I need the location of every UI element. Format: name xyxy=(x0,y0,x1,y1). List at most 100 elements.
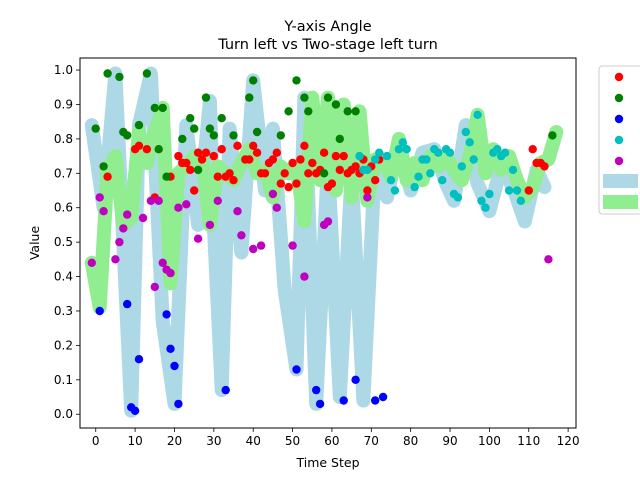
point-series1 xyxy=(300,141,309,150)
point-series4 xyxy=(469,155,478,164)
point-series4 xyxy=(398,138,407,147)
point-series5 xyxy=(272,203,281,212)
point-series4 xyxy=(445,148,455,157)
point-series1 xyxy=(209,151,218,161)
point-series3 xyxy=(95,306,104,316)
point-series2 xyxy=(115,72,124,82)
point-series2 xyxy=(252,127,262,137)
point-series4 xyxy=(473,110,482,120)
point-series1 xyxy=(134,141,144,150)
point-series3 xyxy=(221,385,230,395)
point-series1 xyxy=(276,179,285,188)
x-tick-label: 0 xyxy=(92,434,100,448)
point-series5 xyxy=(193,234,203,243)
point-series1 xyxy=(288,158,297,168)
point-series5 xyxy=(158,258,167,267)
point-series2 xyxy=(276,131,285,140)
y-tick-label: 0.1 xyxy=(54,373,73,387)
point-series2 xyxy=(154,145,163,154)
point-series4 xyxy=(422,155,431,164)
legend-marker xyxy=(614,72,624,82)
point-series2 xyxy=(205,124,215,133)
point-series5 xyxy=(115,237,124,247)
point-series1 xyxy=(249,141,258,150)
point-series5 xyxy=(123,210,132,219)
point-series1 xyxy=(363,186,372,195)
point-series1 xyxy=(217,145,226,154)
point-series1 xyxy=(142,145,152,154)
point-series3 xyxy=(166,344,175,353)
x-tick-label: 50 xyxy=(285,434,300,448)
chart-title: Y-axis Angle xyxy=(283,19,371,35)
point-series2 xyxy=(99,162,108,171)
point-series1 xyxy=(528,145,537,154)
point-series4 xyxy=(371,155,380,164)
point-series5 xyxy=(249,244,258,254)
point-series3 xyxy=(315,399,325,409)
point-series4 xyxy=(390,186,400,195)
point-series3 xyxy=(130,406,140,415)
point-series5 xyxy=(150,282,159,292)
y-tick-label: 0.4 xyxy=(54,270,73,284)
point-series3 xyxy=(162,310,171,319)
y-axis: 0.0 0.1 0.2 0.3 0.4 0.5 0.6 0.7 0.8 0.9 1.0 xyxy=(54,63,80,421)
point-series1 xyxy=(186,165,195,175)
x-tick-label: 20 xyxy=(167,434,182,448)
point-series1 xyxy=(524,186,533,195)
point-series2 xyxy=(150,103,159,113)
point-series5 xyxy=(166,268,175,278)
y-tick-label: 0.5 xyxy=(54,235,73,249)
point-series1 xyxy=(319,148,329,157)
y-tick-label: 0.9 xyxy=(54,97,73,111)
point-series2 xyxy=(201,93,211,102)
y-tick-label: 0.8 xyxy=(54,132,73,146)
point-series2 xyxy=(343,107,352,116)
point-series2 xyxy=(292,76,301,85)
x-tick-label: 90 xyxy=(442,434,457,448)
point-series4 xyxy=(414,172,423,181)
point-series2 xyxy=(335,134,344,144)
point-series1 xyxy=(213,172,222,181)
point-series5 xyxy=(119,224,128,233)
point-series1 xyxy=(331,151,341,161)
point-series1 xyxy=(174,151,183,161)
point-series1 xyxy=(284,182,293,192)
point-series2 xyxy=(190,124,199,133)
point-series3 xyxy=(123,299,132,309)
x-tick-label: 70 xyxy=(364,434,379,448)
point-series4 xyxy=(375,148,384,157)
point-series2 xyxy=(142,69,152,78)
point-series4 xyxy=(394,145,404,154)
point-series4 xyxy=(485,189,494,199)
point-series1 xyxy=(296,155,305,164)
point-series2 xyxy=(162,172,171,181)
point-series3 xyxy=(292,365,301,374)
point-series2 xyxy=(548,131,557,140)
points-layer xyxy=(87,69,557,415)
point-series5 xyxy=(213,196,222,205)
point-series4 xyxy=(402,145,411,154)
point-series2 xyxy=(123,131,132,140)
point-series2 xyxy=(91,124,100,133)
x-tick-label: 110 xyxy=(517,434,540,448)
point-series1 xyxy=(103,172,112,181)
point-series3 xyxy=(371,396,380,405)
point-series4 xyxy=(386,176,396,185)
point-series5 xyxy=(154,196,163,205)
x-tick-label: 80 xyxy=(403,434,418,448)
point-series3 xyxy=(312,385,321,395)
point-series2 xyxy=(186,114,195,123)
point-series1 xyxy=(335,165,344,175)
point-series2 xyxy=(249,76,258,85)
point-series5 xyxy=(268,189,278,199)
point-series2 xyxy=(323,93,333,102)
point-series1 xyxy=(268,155,278,164)
point-series2 xyxy=(134,120,144,130)
point-series5 xyxy=(288,241,297,250)
point-series2 xyxy=(209,131,218,140)
point-series4 xyxy=(516,196,526,205)
point-series1 xyxy=(225,169,234,178)
x-tick-label: 120 xyxy=(557,434,580,448)
point-series2 xyxy=(217,114,226,123)
